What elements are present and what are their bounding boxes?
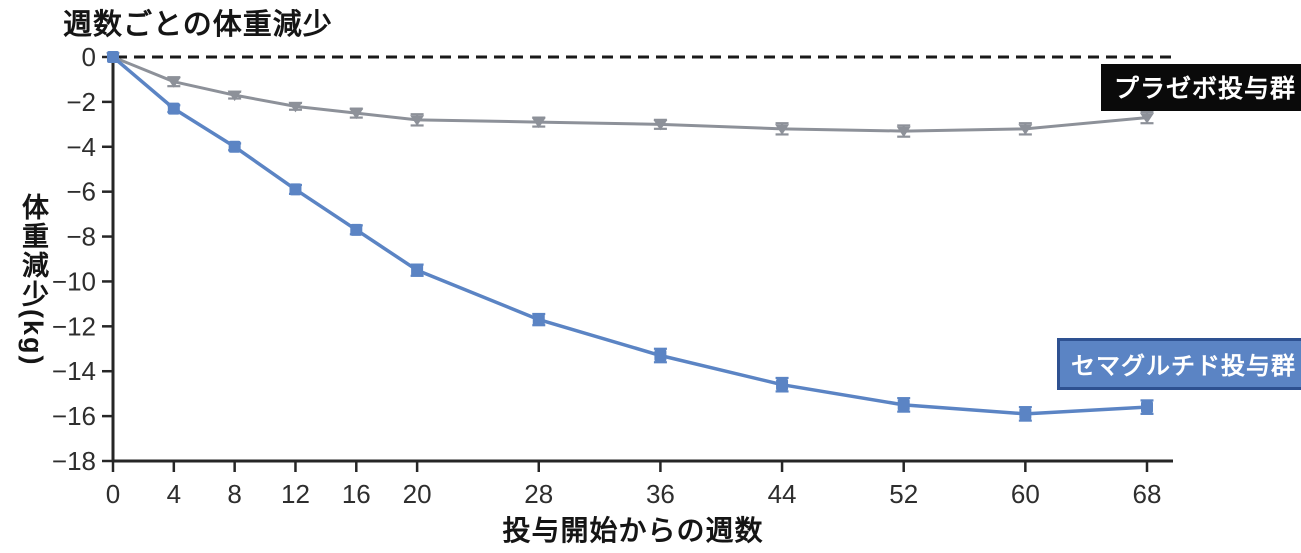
placebo-marker — [531, 117, 546, 129]
semaglutide-marker — [289, 183, 302, 196]
x-tick-label: 60 — [1011, 479, 1040, 509]
semaglutide-marker — [532, 313, 545, 326]
y-axis-label: 体重減少(kg) — [18, 193, 48, 367]
placebo-marker — [349, 108, 364, 120]
x-tick-label: 8 — [227, 479, 241, 509]
placebo-marker — [227, 90, 242, 102]
semaglutide-marker — [776, 378, 789, 391]
x-tick-label: 4 — [167, 479, 181, 509]
legend-semaglutide-group: セマグルチド投与群 — [1057, 338, 1301, 390]
x-tick-label: 52 — [889, 479, 918, 509]
y-tick-label: −10 — [52, 266, 96, 296]
x-tick-label: 44 — [768, 479, 797, 509]
placebo-marker — [1140, 113, 1154, 124]
semaglutide-marker — [167, 102, 180, 115]
placebo-marker — [1018, 124, 1033, 135]
y-tick-label: −6 — [66, 177, 96, 207]
semaglutide-marker — [654, 349, 667, 362]
placebo-marker — [410, 115, 425, 126]
x-tick-label: 20 — [403, 479, 432, 509]
semaglutide-marker — [1019, 407, 1032, 420]
x-tick-label: 12 — [281, 479, 310, 509]
placebo-line — [111, 55, 1149, 133]
semaglutide-marker — [897, 398, 910, 411]
semaglutide-marker — [411, 264, 424, 277]
legend-placebo-group: プラゼボ投与群 — [1101, 64, 1301, 111]
chart-title: 週数ごとの体重減少 — [63, 9, 333, 41]
y-tick-label: −8 — [66, 222, 96, 252]
y-tick-label: −16 — [52, 401, 96, 431]
x-tick-label: 28 — [524, 479, 553, 509]
semaglutide-marker — [228, 140, 241, 153]
y-tick-label: −2 — [66, 87, 96, 117]
x-axis-label: 投与開始からの週数 — [502, 515, 764, 546]
y-tick-label: −12 — [52, 311, 96, 341]
placebo-marker — [166, 77, 181, 88]
semaglutide-marker — [350, 223, 363, 236]
placebo-marker — [288, 101, 303, 113]
y-tick-label: −18 — [52, 446, 96, 476]
semaglutide-marker — [107, 51, 119, 63]
y-tick-label: −4 — [66, 132, 96, 162]
x-tick-label: 16 — [342, 479, 371, 509]
placebo-marker — [653, 119, 668, 131]
semaglutide-marker — [1141, 401, 1153, 414]
semaglutide-line — [111, 55, 1149, 416]
y-tick-label: 0 — [82, 42, 96, 72]
x-tick-label: 68 — [1133, 479, 1162, 509]
y-tick-label: −14 — [52, 356, 96, 386]
placebo-marker — [896, 126, 911, 138]
placebo-marker — [775, 124, 790, 135]
x-tick-label: 0 — [106, 479, 120, 509]
x-tick-label: 36 — [646, 479, 675, 509]
